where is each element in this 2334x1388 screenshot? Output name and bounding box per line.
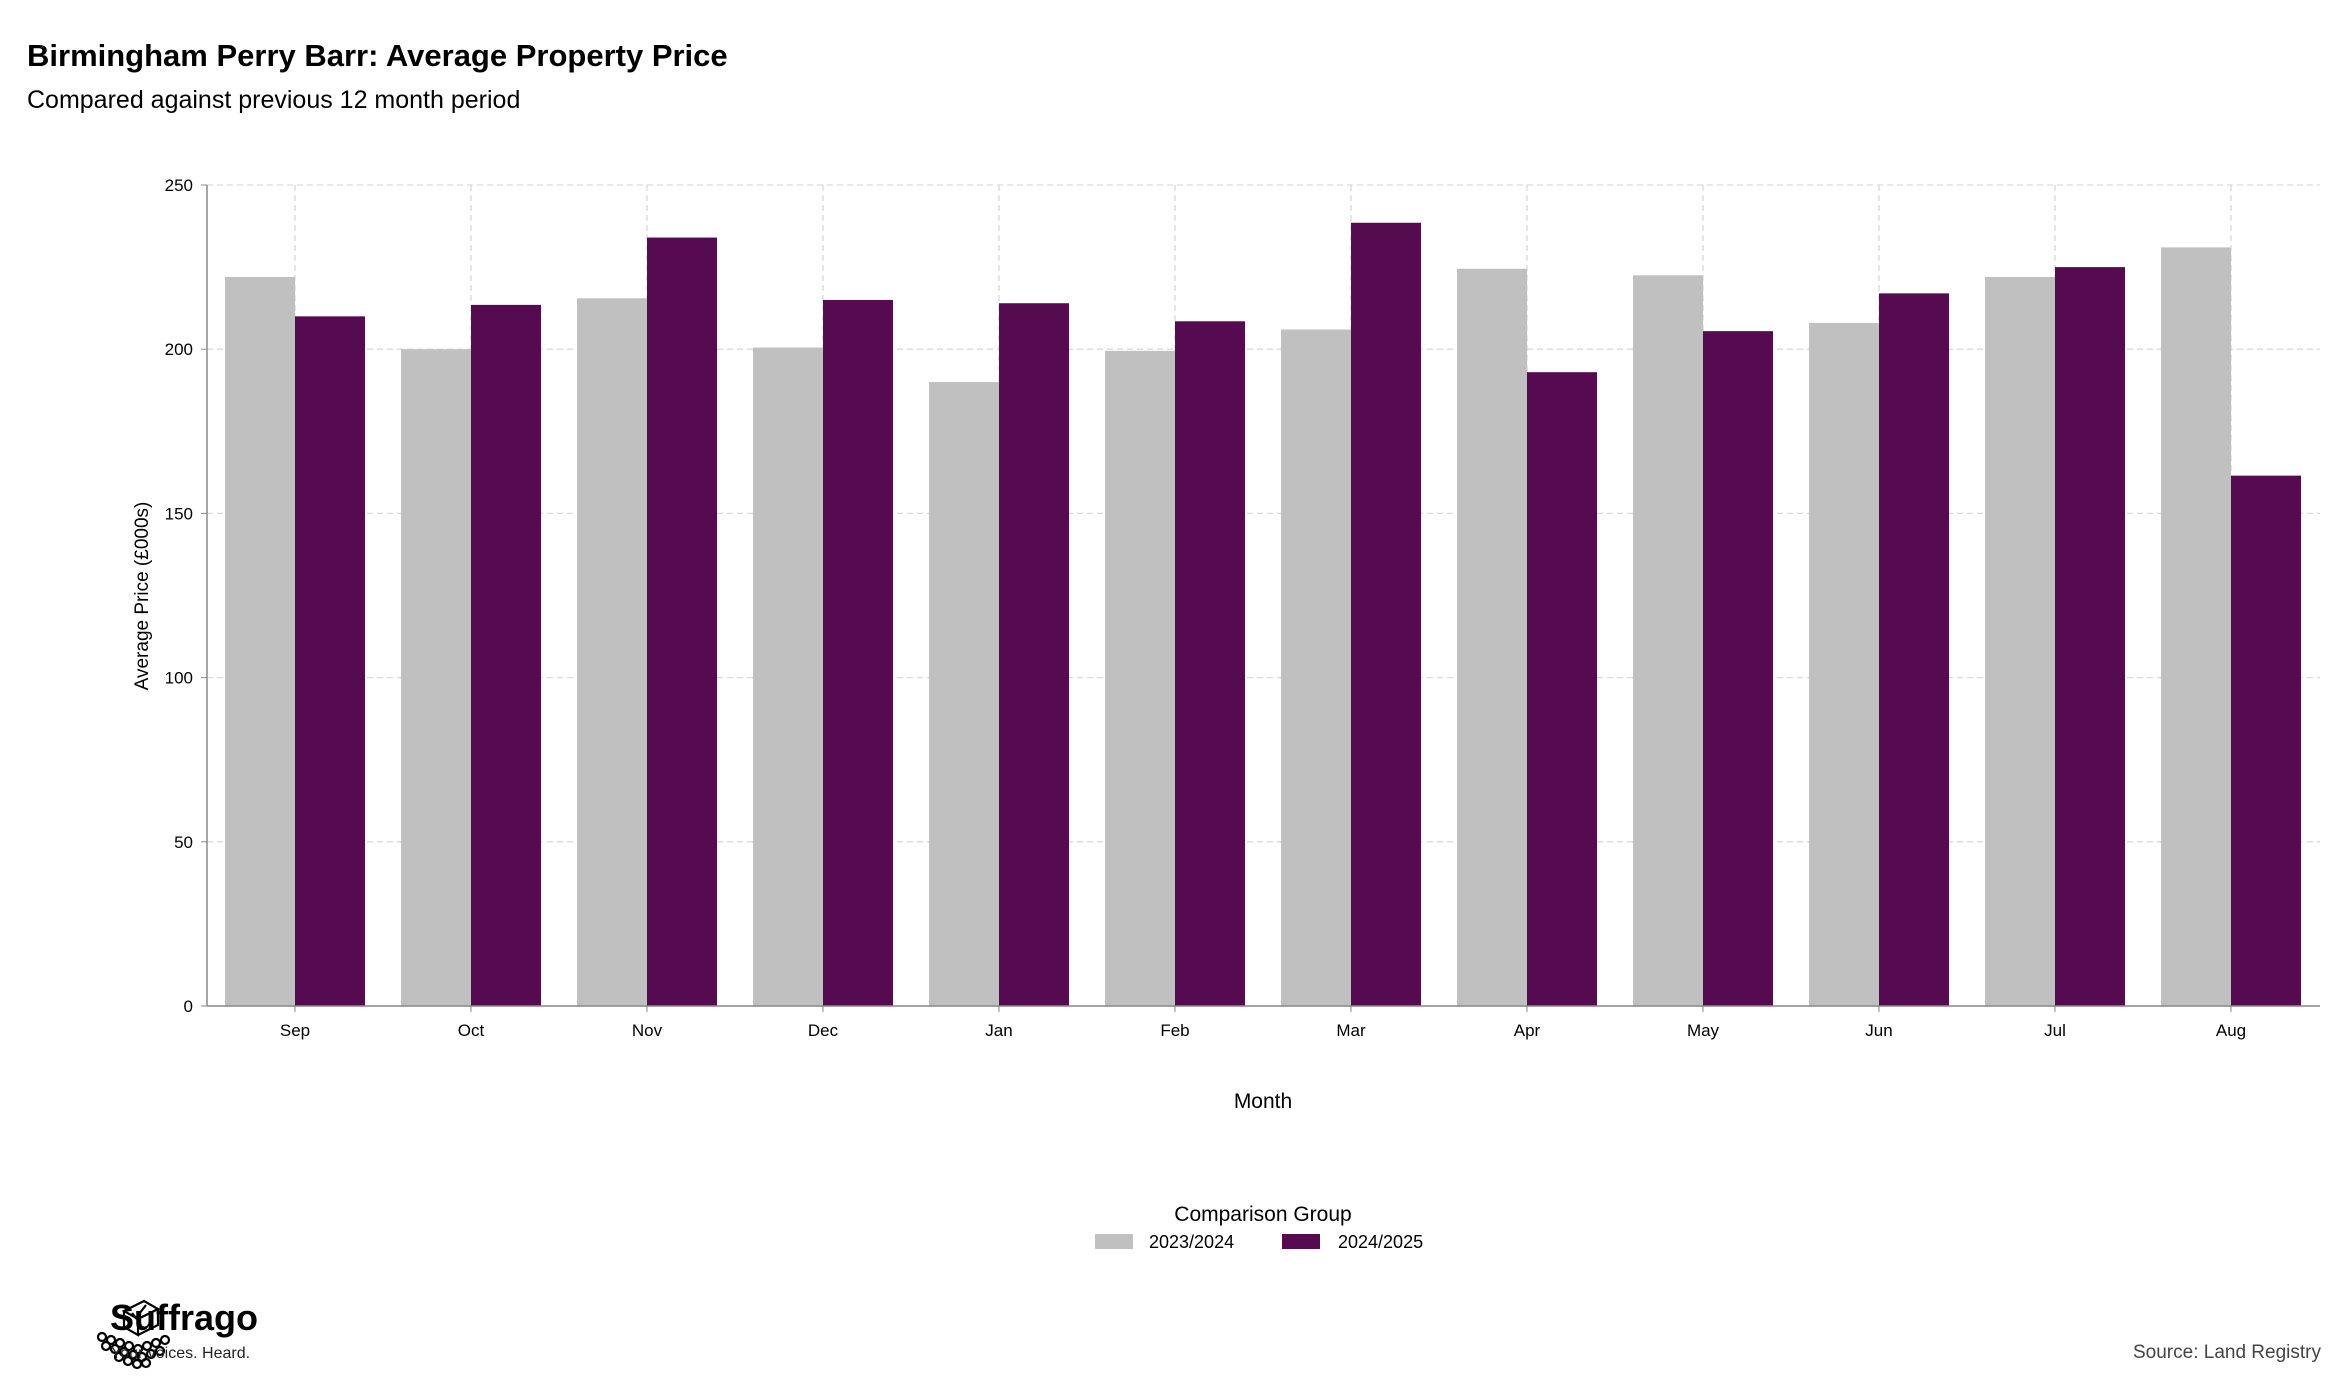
- bar-2024-2025-jun: [1879, 293, 1949, 1006]
- legend-title: Comparison Group: [1174, 1203, 1351, 1226]
- brand-tagline: Your voices. Heard.: [111, 1345, 251, 1362]
- bar-2023-2024-jan: [929, 382, 999, 1006]
- bar-2023-2024-apr: [1457, 268, 1527, 1006]
- y-tick-label: 50: [174, 833, 193, 852]
- legend-swatch-2024-2025: [1282, 1234, 1320, 1249]
- source-note: Source: Land Registry: [2133, 1342, 2321, 1363]
- bar-2023-2024-aug: [2161, 247, 2231, 1006]
- y-tick-label: 200: [165, 340, 193, 359]
- bar-2023-2024-sep: [225, 276, 295, 1006]
- bar-2024-2025-nov: [647, 237, 717, 1006]
- bar-2024-2025-oct: [471, 304, 541, 1007]
- chart-title: Birmingham Perry Barr: Average Property …: [27, 38, 728, 73]
- x-tick-label: Feb: [1160, 1021, 1189, 1040]
- bar-2023-2024-jul: [1985, 276, 2055, 1006]
- suffrago-logo-icon: [96, 1299, 171, 1370]
- chart-subtitle: Compared against previous 12 month perio…: [27, 86, 521, 114]
- bar-2024-2025-sep: [295, 316, 365, 1006]
- x-tick-label: Jun: [1865, 1021, 1892, 1040]
- y-tick-label: 0: [184, 997, 193, 1016]
- y-tick-label: 100: [165, 669, 193, 688]
- x-tick-label: Oct: [458, 1021, 485, 1040]
- x-tick-label: May: [1687, 1021, 1720, 1040]
- x-tick-label: Jan: [985, 1021, 1012, 1040]
- bar-2024-2025-feb: [1175, 321, 1245, 1006]
- bar-2023-2024-mar: [1281, 329, 1351, 1007]
- bar-2024-2025-apr: [1527, 372, 1597, 1006]
- bar-2024-2025-dec: [823, 299, 893, 1006]
- x-tick-label: Nov: [632, 1021, 663, 1040]
- bar-2023-2024-dec: [753, 347, 823, 1007]
- x-tick-label: Mar: [1336, 1021, 1366, 1040]
- brand-name: Suffrago: [110, 1297, 258, 1338]
- x-tick-label: Jul: [2044, 1021, 2066, 1040]
- bar-2023-2024-may: [1633, 275, 1703, 1006]
- y-axis-title: Average Price (£000s): [132, 502, 153, 691]
- x-tick-label: Aug: [2216, 1021, 2246, 1040]
- legend-label-2024-2025: 2024/2025: [1338, 1232, 1423, 1252]
- x-tick-label: Dec: [808, 1021, 839, 1040]
- legend: 2023/2024 2024/2025: [1095, 1232, 1423, 1252]
- x-axis-title: Month: [1234, 1090, 1292, 1113]
- legend-swatch-2023-2024: [1095, 1234, 1133, 1249]
- y-tick-label: 250: [165, 176, 193, 195]
- bar-2023-2024-feb: [1105, 350, 1175, 1006]
- bar-2024-2025-mar: [1351, 222, 1421, 1007]
- y-tick-label: 150: [165, 504, 193, 523]
- x-tick-label: Apr: [1514, 1021, 1541, 1040]
- legend-label-2023-2024: 2023/2024: [1149, 1232, 1234, 1252]
- bar-2024-2025-aug: [2231, 475, 2301, 1006]
- x-tick-label: Sep: [280, 1021, 310, 1040]
- bar-2023-2024-oct: [401, 349, 471, 1006]
- bar-2023-2024-jun: [1809, 322, 1879, 1007]
- bar-2023-2024-nov: [577, 298, 647, 1007]
- bar-2024-2025-jan: [999, 303, 1069, 1006]
- bar-2024-2025-jul: [2055, 267, 2125, 1007]
- bar-2024-2025-may: [1703, 331, 1773, 1006]
